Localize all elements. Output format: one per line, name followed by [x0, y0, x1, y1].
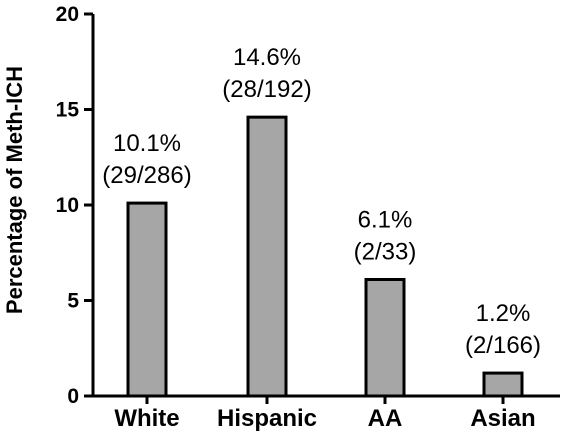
- data-label-percent: 14.6%: [233, 44, 301, 71]
- x-tick-label: AA: [368, 405, 403, 432]
- data-label-percent: 6.1%: [358, 206, 413, 233]
- x-tick-label: White: [114, 405, 179, 432]
- y-tick-label: 5: [67, 290, 79, 313]
- x-tick-label: Hispanic: [217, 405, 317, 432]
- y-tick-label: 15: [56, 99, 80, 122]
- data-label-percent: 10.1%: [113, 130, 181, 157]
- y-tick-label: 0: [67, 385, 79, 408]
- data-labels: 10.1% (29/286) 14.6% (28/192) 6.1% (2/33) 1.2%…: [102, 44, 541, 359]
- bar: [364, 277, 406, 398]
- y-axis-title: Percentage of Meth-ICH: [2, 66, 27, 314]
- data-label-ratio: (2/33): [354, 238, 417, 265]
- y-tick-label: 10: [56, 194, 79, 217]
- x-tick-label: Asian: [470, 405, 535, 432]
- bar: [246, 115, 288, 398]
- data-label-ratio: (2/166): [465, 332, 541, 359]
- data-label-ratio: (29/286): [102, 162, 191, 189]
- bar: [482, 371, 524, 398]
- data-label-ratio: (28/192): [222, 76, 311, 103]
- bar: [126, 201, 168, 398]
- data-label-percent: 1.2%: [476, 300, 531, 327]
- y-tick-label: 20: [56, 3, 79, 26]
- axes: 0 5 10 15 20 White Hispanic AA Asian: [56, 3, 560, 432]
- bars: [126, 115, 524, 398]
